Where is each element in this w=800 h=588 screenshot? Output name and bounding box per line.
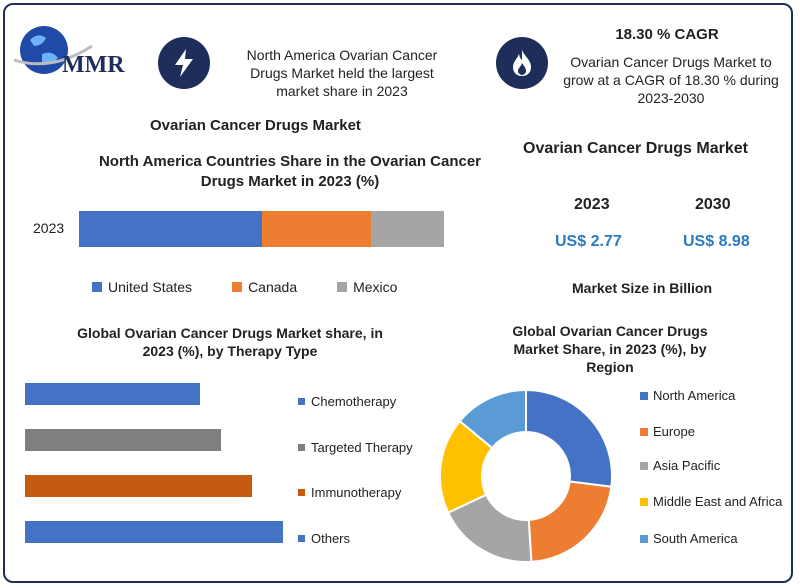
flame-icon bbox=[496, 37, 548, 89]
legend-label: Canada bbox=[248, 279, 298, 295]
legend-label: Middle East and Africa bbox=[653, 494, 783, 509]
region-legend-item: North America bbox=[640, 388, 800, 404]
logo: MMR bbox=[12, 20, 152, 80]
header-left-text: North America Ovarian Cancer Drugs Marke… bbox=[246, 47, 438, 99]
stacked-segment-united-states bbox=[79, 211, 262, 247]
globe-icon bbox=[13, 26, 93, 74]
stacked-segment-canada bbox=[261, 211, 371, 247]
legend-swatch bbox=[298, 443, 305, 451]
donut-slice-north-america bbox=[525, 388, 613, 488]
infographic-frame bbox=[3, 3, 793, 583]
legend-item-canada: Canada bbox=[232, 279, 297, 295]
stacked-category-label: 2023 bbox=[33, 220, 65, 236]
cagr-title: 18.30 % CAGR bbox=[615, 26, 719, 43]
legend-label: Mexico bbox=[353, 279, 398, 295]
legend-label: Immunotherapy bbox=[311, 485, 402, 500]
value-2030: US$ 8.98 bbox=[683, 233, 750, 250]
therapy-bar-targeted-therapy bbox=[25, 429, 222, 451]
region-legend-item: Asia Pacific bbox=[640, 458, 800, 474]
therapy-legend-item: Immunotherapy bbox=[298, 485, 401, 500]
legend-swatch bbox=[232, 282, 243, 292]
legend-label: Others bbox=[311, 530, 351, 546]
main-title: Ovarian Cancer Drugs Market bbox=[150, 117, 361, 134]
legend-swatch bbox=[640, 392, 648, 400]
stacked-legend: United States Canada Mexico bbox=[92, 279, 397, 295]
legend-swatch bbox=[640, 428, 648, 436]
year-2023: 2023 bbox=[574, 196, 610, 213]
therapy-bars bbox=[25, 383, 295, 553]
legend-swatch bbox=[337, 282, 348, 292]
market-size-caption: Market Size in Billion bbox=[572, 280, 713, 296]
legend-label: Asia Pacific bbox=[653, 458, 721, 473]
legend-label: South America bbox=[653, 531, 738, 546]
value-2023: US$ 2.77 bbox=[555, 233, 622, 250]
legend-label: Targeted Therapy bbox=[311, 439, 413, 455]
therapy-bar-chemotherapy bbox=[25, 383, 201, 405]
legend-label: United States bbox=[108, 279, 193, 295]
region-legend-item: Europe bbox=[640, 424, 800, 440]
lightning-icon bbox=[158, 37, 210, 89]
therapy-legend-item: Others bbox=[298, 531, 350, 546]
legend-label: Europe bbox=[653, 424, 695, 439]
stacked-segment-mexico bbox=[371, 211, 444, 247]
year-2030: 2030 bbox=[695, 196, 731, 213]
market-size-title: Ovarian Cancer Drugs Market bbox=[523, 140, 748, 157]
therapy-chart-title: Global Ovarian Cancer Drugs Market share… bbox=[77, 325, 383, 359]
cagr-text: Ovarian Cancer Drugs Market to grow at a… bbox=[563, 54, 779, 106]
legend-swatch bbox=[298, 489, 305, 496]
legend-label: Chemotherapy bbox=[311, 394, 397, 409]
legend-label: North America bbox=[653, 388, 736, 403]
donut-slice-europe bbox=[527, 480, 613, 563]
region-legend-item: Middle East and Africa bbox=[640, 494, 800, 510]
therapy-bar-immunotherapy bbox=[25, 475, 253, 497]
therapy-bar-others bbox=[25, 521, 283, 543]
region-donut bbox=[439, 388, 613, 563]
legend-swatch bbox=[640, 498, 648, 506]
region-chart-title: Global Ovarian Cancer Drugs Market Share… bbox=[512, 323, 708, 375]
logo-text: MMR bbox=[62, 52, 125, 78]
therapy-legend-item: Chemotherapy bbox=[298, 394, 396, 409]
donut-slice-south-america bbox=[458, 388, 527, 450]
stacked-chart-title: North America Countries Share in the Ova… bbox=[98, 153, 482, 190]
therapy-legend-item: Targeted Therapy bbox=[298, 440, 413, 455]
region-legend-item: South America bbox=[640, 531, 800, 547]
stacked-bar bbox=[79, 211, 444, 247]
legend-swatch bbox=[640, 535, 648, 543]
legend-item-united-states: United States bbox=[92, 279, 192, 295]
region-legend: North America Europe Asia Pacific Middle Ea… bbox=[640, 388, 790, 558]
legend-item-mexico: Mexico bbox=[337, 279, 397, 295]
legend-swatch bbox=[640, 462, 648, 470]
legend-swatch bbox=[298, 534, 305, 542]
legend-swatch bbox=[92, 282, 102, 292]
legend-swatch bbox=[298, 398, 305, 405]
therapy-legend: Chemotherapy Targeted Therapy Immunotherap… bbox=[298, 394, 428, 554]
